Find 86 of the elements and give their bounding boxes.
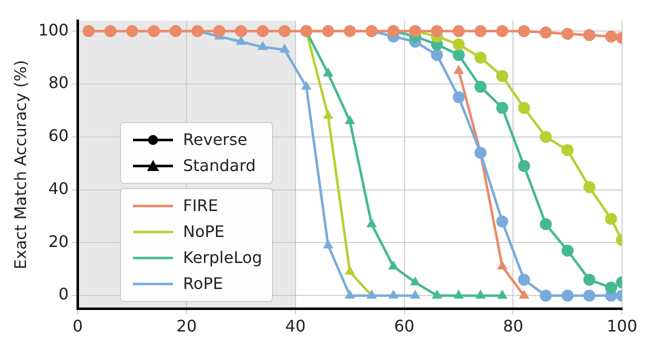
legend-label: RoPE bbox=[183, 273, 223, 295]
y-tick-label: 100 bbox=[38, 20, 69, 40]
point bbox=[213, 25, 226, 38]
point bbox=[344, 290, 356, 299]
point bbox=[344, 266, 356, 275]
x-tick-label: 0 bbox=[72, 316, 83, 336]
point bbox=[432, 290, 442, 299]
point bbox=[562, 244, 574, 257]
point bbox=[452, 25, 465, 38]
marker-key: Reverse Standard bbox=[120, 122, 274, 184]
point bbox=[583, 290, 596, 302]
point bbox=[540, 130, 552, 143]
point bbox=[474, 80, 486, 93]
point bbox=[452, 38, 465, 50]
point bbox=[562, 28, 574, 40]
point bbox=[518, 102, 530, 114]
point bbox=[518, 274, 530, 286]
y-axis-title: Exact Match Accuracy (%) bbox=[10, 60, 30, 270]
point bbox=[236, 36, 246, 45]
y-tick-label: 60 bbox=[48, 126, 69, 146]
point bbox=[496, 216, 508, 228]
point bbox=[583, 181, 596, 194]
point bbox=[256, 25, 269, 38]
point bbox=[605, 282, 618, 294]
point bbox=[452, 48, 465, 61]
point bbox=[562, 144, 574, 156]
point bbox=[235, 25, 248, 38]
y-tick-label: 40 bbox=[48, 178, 69, 198]
legend-label: FIRE bbox=[183, 195, 218, 217]
point bbox=[474, 25, 486, 38]
point bbox=[605, 30, 618, 42]
point bbox=[496, 70, 508, 82]
point bbox=[388, 290, 399, 299]
point bbox=[258, 41, 268, 50]
point bbox=[454, 64, 464, 74]
point bbox=[452, 91, 465, 104]
point bbox=[278, 25, 291, 38]
y-tick-label: 0 bbox=[58, 284, 69, 304]
point bbox=[497, 260, 508, 270]
point bbox=[583, 274, 596, 286]
point bbox=[410, 276, 420, 286]
point bbox=[170, 25, 182, 38]
annotation: Reverse bbox=[183, 129, 248, 151]
point bbox=[474, 146, 486, 159]
point bbox=[126, 25, 138, 38]
point bbox=[279, 44, 290, 53]
point bbox=[454, 290, 464, 299]
point bbox=[475, 290, 486, 299]
point bbox=[430, 48, 443, 61]
point bbox=[191, 25, 204, 38]
x-tick-label: 20 bbox=[176, 316, 197, 336]
y-tick-label: 20 bbox=[48, 232, 69, 251]
point bbox=[322, 25, 334, 38]
x-tick-label: 100 bbox=[606, 316, 638, 336]
x-tick-label: 60 bbox=[394, 316, 414, 336]
point bbox=[562, 290, 574, 302]
point bbox=[322, 110, 334, 119]
point bbox=[344, 115, 356, 124]
point bbox=[344, 25, 356, 38]
x-tick-label: 40 bbox=[285, 316, 306, 336]
point bbox=[518, 160, 530, 172]
point bbox=[518, 25, 530, 38]
point bbox=[388, 260, 399, 270]
point bbox=[540, 26, 552, 38]
point bbox=[540, 218, 552, 230]
point bbox=[410, 290, 420, 299]
legend-label: KerpleLog bbox=[183, 247, 262, 269]
point bbox=[366, 218, 377, 228]
y-tick-label: 80 bbox=[48, 73, 69, 92]
point bbox=[104, 25, 116, 38]
annotation: Standard bbox=[183, 155, 256, 177]
point bbox=[430, 25, 443, 38]
point bbox=[518, 290, 530, 299]
point bbox=[497, 290, 508, 299]
point bbox=[474, 52, 486, 64]
x-tick-label: 80 bbox=[502, 316, 524, 336]
point bbox=[148, 25, 160, 38]
point bbox=[583, 29, 596, 42]
point bbox=[322, 239, 334, 248]
point bbox=[496, 25, 508, 38]
point bbox=[82, 25, 95, 38]
point bbox=[496, 102, 508, 114]
point bbox=[605, 212, 618, 225]
point bbox=[540, 290, 552, 302]
point bbox=[301, 80, 312, 90]
legend-label: NoPE bbox=[183, 221, 225, 243]
